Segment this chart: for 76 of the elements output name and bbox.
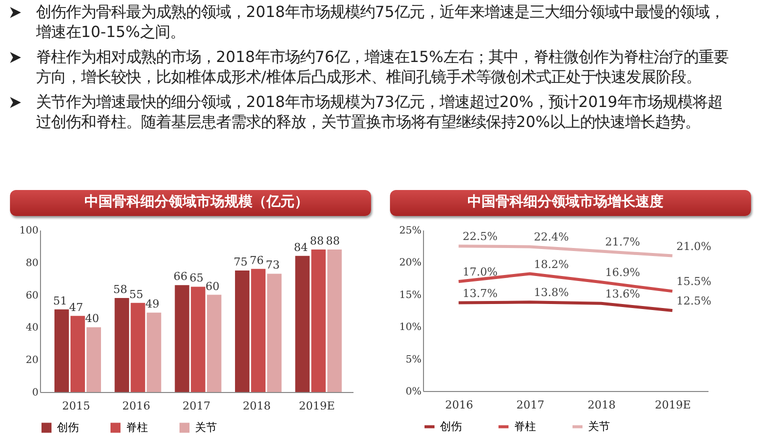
line-series [457, 300, 674, 312]
x-tick-label: 2017 [182, 400, 210, 412]
bar [235, 270, 250, 392]
y-tick-label: 15% [399, 290, 422, 301]
data-label: 22.4% [534, 230, 569, 244]
data-label: 55 [129, 288, 144, 301]
y-tick-label: 0% [406, 386, 422, 398]
bar [190, 286, 206, 392]
bar [86, 327, 101, 392]
bar [54, 309, 69, 392]
x-tick-label: 2018 [588, 398, 616, 412]
bar [251, 268, 266, 392]
y-tick-label: 60 [26, 290, 38, 302]
y-tick-label: 20% [399, 258, 422, 269]
x-tick-label: 2016 [445, 398, 474, 412]
data-label: 60 [206, 280, 220, 293]
text: 脊柱作为相对成熟的市场，2018年市场约76亿，增速在15%左右；其中，脊柱微创作为脊柱治疗的重要方向，增长较快，比如椎体成形术/椎体后凸成形术、椎间孔镜手术等微创术式正处于快速发展阶段。 [36, 48, 728, 86]
data-label: 16.9% [605, 266, 640, 280]
y-tick-label: 0 [32, 388, 38, 398]
y-tick-label: 100 [19, 226, 38, 236]
bar [206, 294, 222, 392]
x-tick-label: 2015 [62, 400, 90, 412]
data-label: 15.5% [676, 275, 712, 288]
y-tick-label: 20 [26, 355, 38, 366]
data-label: 88 [310, 234, 324, 248]
data-label: 88 [326, 234, 340, 248]
legend-label: 脊柱 [514, 420, 536, 433]
bar [70, 316, 85, 392]
bar [130, 302, 146, 392]
x-tick-label: 2018 [242, 400, 271, 412]
legend-label: 创伤 [57, 420, 79, 434]
legend-label: 关节 [195, 420, 217, 434]
data-label: 58 [113, 283, 128, 296]
data-label: 76 [250, 254, 264, 267]
legend-label: 关节 [588, 420, 610, 433]
data-label: 51 [53, 294, 68, 308]
y-tick-label: 40 [26, 322, 38, 334]
data-label: 65 [190, 272, 204, 285]
data-label: 84 [294, 240, 308, 254]
text: 创伤作为骨科最为成熟的领域，2018年市场规模约75亿元，近年来增速是三大细分领域中最慢的领域，增速在10-15%之间。 [36, 3, 724, 41]
line-series [457, 244, 674, 258]
data-label: 13.7% [462, 286, 498, 300]
data-label: 22.5% [462, 230, 498, 244]
x-tick-label: 2016 [122, 400, 150, 412]
data-label: 47 [69, 300, 84, 314]
data-label: 49 [145, 298, 160, 311]
bar [327, 249, 342, 392]
x-tick-label: 2017 [516, 398, 544, 412]
bar [295, 256, 310, 392]
data-label: 12.5% [676, 294, 712, 308]
data-label: 18.2% [534, 258, 569, 271]
bar [114, 298, 130, 392]
data-label: 66 [173, 270, 188, 284]
legend-label: 脊柱 [126, 420, 148, 434]
y-tick-label: 80 [26, 258, 38, 269]
y-tick-label: 5% [406, 354, 422, 366]
text: 关节作为增速最快的细分领域，2018年市场规模为73亿元，增速超过20%，预计2019年市场规模将超过创伤和脊柱。随着基层患者需求的释放，关节置换市场将有望继续保持20%以上的快速增长趋势。 [36, 93, 722, 131]
data-label: 21.0% [676, 240, 712, 253]
data-label: 73 [266, 258, 280, 272]
bar [174, 285, 190, 392]
bar [267, 274, 282, 392]
x-tick-label: 2019E [298, 400, 335, 412]
y-tick-label: 10% [399, 322, 422, 334]
legend-label: 创伤 [440, 420, 462, 433]
bar [146, 312, 162, 392]
data-label: 75 [234, 256, 248, 268]
data-label: 17.0% [462, 266, 498, 279]
bar [311, 249, 326, 392]
data-label: 13.6% [605, 287, 640, 300]
data-label: 40 [85, 312, 100, 326]
chart-title: 中国骨科细分领域市场增长速度 [468, 193, 664, 210]
x-tick-label: 2019E [654, 398, 691, 412]
chart-title: 中国骨科细分领域市场规模（亿元） [84, 193, 308, 210]
y-tick-label: 25% [399, 226, 422, 236]
data-label: 13.8% [534, 286, 569, 300]
data-label: 21.7% [605, 235, 640, 248]
